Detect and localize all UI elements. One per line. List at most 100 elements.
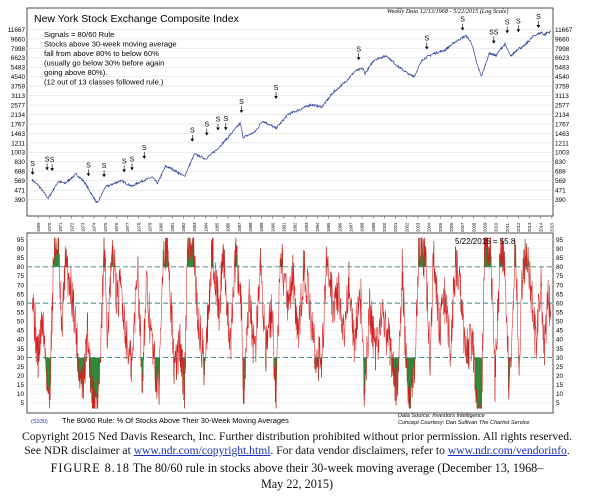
vendorinfo-link[interactable]: www.ndr.com/vendorinfo: [447, 444, 567, 457]
figure-label: FIGURE 8.18: [50, 461, 131, 475]
sell-signal-marker: S: [30, 161, 35, 175]
year-label: 1984: [203, 222, 208, 232]
year-label: 1983: [192, 222, 197, 232]
price-tick-label-left: 1003: [11, 150, 26, 157]
price-tick-label-left: 471: [14, 188, 25, 195]
sell-signal-arrow-head: [223, 127, 228, 131]
sell-signal-marker: S: [45, 156, 50, 171]
year-label: 2003: [415, 222, 420, 232]
year-label: 1969: [36, 222, 41, 232]
sell-signal-label: S: [30, 161, 35, 168]
sell-signal-label: S: [424, 36, 429, 43]
breadth-tick-label-right: 5: [556, 400, 560, 407]
year-label: 2011: [505, 222, 510, 232]
sell-signal-marker: S: [190, 128, 195, 142]
year-label: 1991: [281, 222, 286, 232]
breadth-y-axis-left: 5 10 15 20 25 30 35 40 45 50 55 60 65 70 75 80 85 90 95: [17, 237, 25, 407]
breadth-tick-label-right: 15: [556, 382, 564, 389]
breadth-tick-label-left: 65: [17, 291, 25, 298]
breadth-tick-label-left: 20: [17, 373, 25, 380]
price-tick-label-right: 1767: [555, 121, 570, 128]
year-label: 2012: [516, 222, 521, 232]
price-tick-label-left: 4540: [11, 74, 26, 81]
sell-signal-label: S: [239, 99, 244, 106]
sell-signal-label: S: [356, 46, 361, 53]
sell-signal-marker: S: [274, 85, 279, 100]
concept-courtesy: Concept Courtesy: Dan Sullivan The Chart…: [398, 420, 530, 426]
year-label: 1973: [80, 222, 85, 232]
breadth-tick-label-right: 40: [556, 337, 564, 344]
sell-signal-label: S: [274, 85, 279, 92]
breadth-y-axis-right: 5 10 15 20 25 30 35 40 45 50 55 60 65 70 75 80 85 90 95: [556, 237, 564, 407]
sell-signal-arrow-head: [516, 29, 521, 33]
nyse-composite-line: [31, 30, 551, 204]
price-y-axis-left: 390 471 569 688 830 1003 1211 1463 1767 2134 2577 3…: [8, 27, 26, 204]
breadth-tick-label-left: 85: [17, 255, 25, 262]
breadth-tick-label-left: 45: [17, 328, 25, 335]
breadth-tick-label-left: 75: [17, 273, 25, 280]
sell-signal-arrow-head: [142, 155, 147, 159]
breadth-tick-label-right: 60: [556, 300, 564, 307]
date-range-meta: Weekly Data 12/13/1968 - 5/22/2015 (Log …: [387, 8, 508, 15]
sell-signal-label: S: [122, 159, 127, 166]
figure-text: The 80/60 rule in stocks above their 30-…: [132, 461, 544, 475]
sell-signal-marker: S: [142, 145, 147, 159]
sell-signal-arrow-head: [274, 96, 278, 100]
sell-signal-label: S: [142, 145, 147, 152]
year-label: 2008: [471, 222, 476, 232]
sell-signal-arrow-head: [356, 57, 361, 61]
sell-signal-arrow-head: [460, 27, 465, 31]
price-tick-label-right: 2134: [555, 112, 570, 119]
year-label: 1987: [237, 222, 242, 232]
price-tick-label-right: 1003: [555, 150, 570, 157]
breadth-tick-label-right: 20: [556, 373, 564, 380]
year-label: 1980: [159, 222, 164, 232]
year-label: 2005: [438, 222, 443, 232]
copyright-link[interactable]: www.ndr.com/copyright.html: [133, 444, 271, 457]
sell-signal-marker: S: [130, 156, 135, 171]
breadth-tick-label-left: 30: [17, 355, 25, 362]
price-panel-title: New York Stock Exchange Composite Index: [34, 13, 240, 25]
price-tick-label-left: 830: [14, 159, 25, 166]
breadth-tick-label-left: 90: [17, 246, 25, 253]
sell-signal-arrow-head: [239, 109, 244, 113]
year-label: 1976: [114, 222, 119, 232]
sell-signal-marker: S: [204, 122, 209, 136]
year-label: 1981: [170, 222, 175, 232]
year-label: 1988: [248, 222, 253, 232]
sell-signal-label: S: [223, 116, 228, 123]
year-label: 2013: [527, 222, 532, 232]
annotation-line-4: (usually go below 30% before again: [44, 59, 164, 68]
sell-signal-label: S: [204, 122, 209, 129]
price-tick-label-right: 390: [555, 197, 566, 204]
price-y-axis-right: 390 471 569 688 830 1003 1211 1463 1767 2134 2577 3…: [555, 27, 573, 204]
breadth-tick-label-left: 15: [17, 382, 25, 389]
breadth-series: [31, 237, 551, 409]
sell-signal-marker: S: [505, 19, 510, 34]
sell-signal-arrow-head: [492, 40, 496, 44]
breadth-tick-label-left: 60: [17, 300, 25, 307]
annotation-box: Signals = 80/60 Rule Stocks above 30-wee…: [44, 30, 177, 87]
price-tick-label-left: 7998: [11, 46, 26, 53]
price-series: [31, 30, 551, 204]
price-tick-label-right: 688: [555, 169, 566, 176]
year-label: 2014: [538, 222, 543, 232]
sell-signal-label: SS: [489, 30, 499, 37]
sell-signal-label: S: [45, 156, 50, 163]
year-label: 1993: [304, 222, 309, 232]
breadth-panel-frame: [26, 232, 554, 414]
breadth-tick-label-right: 70: [556, 282, 564, 289]
breadth-tick-label-right: 45: [556, 328, 564, 335]
sell-signal-marker: S: [460, 17, 465, 31]
sell-signal-marker: S: [424, 36, 429, 50]
latest-value-label: 5/22/2015 = 55.8: [455, 237, 516, 246]
year-label: 1995: [326, 222, 331, 232]
annotation-line-5: going above 80%).: [44, 68, 107, 77]
sell-signal-marker: S: [536, 14, 541, 29]
year-label: 2004: [427, 222, 432, 232]
year-label: 1977: [125, 222, 130, 232]
year-label: 1979: [147, 222, 152, 232]
annotation-line-6: (12 out of 13 classes followed rule.): [44, 78, 164, 87]
sell-signal-arrow-head: [216, 127, 220, 131]
year-label: 2006: [449, 222, 454, 232]
